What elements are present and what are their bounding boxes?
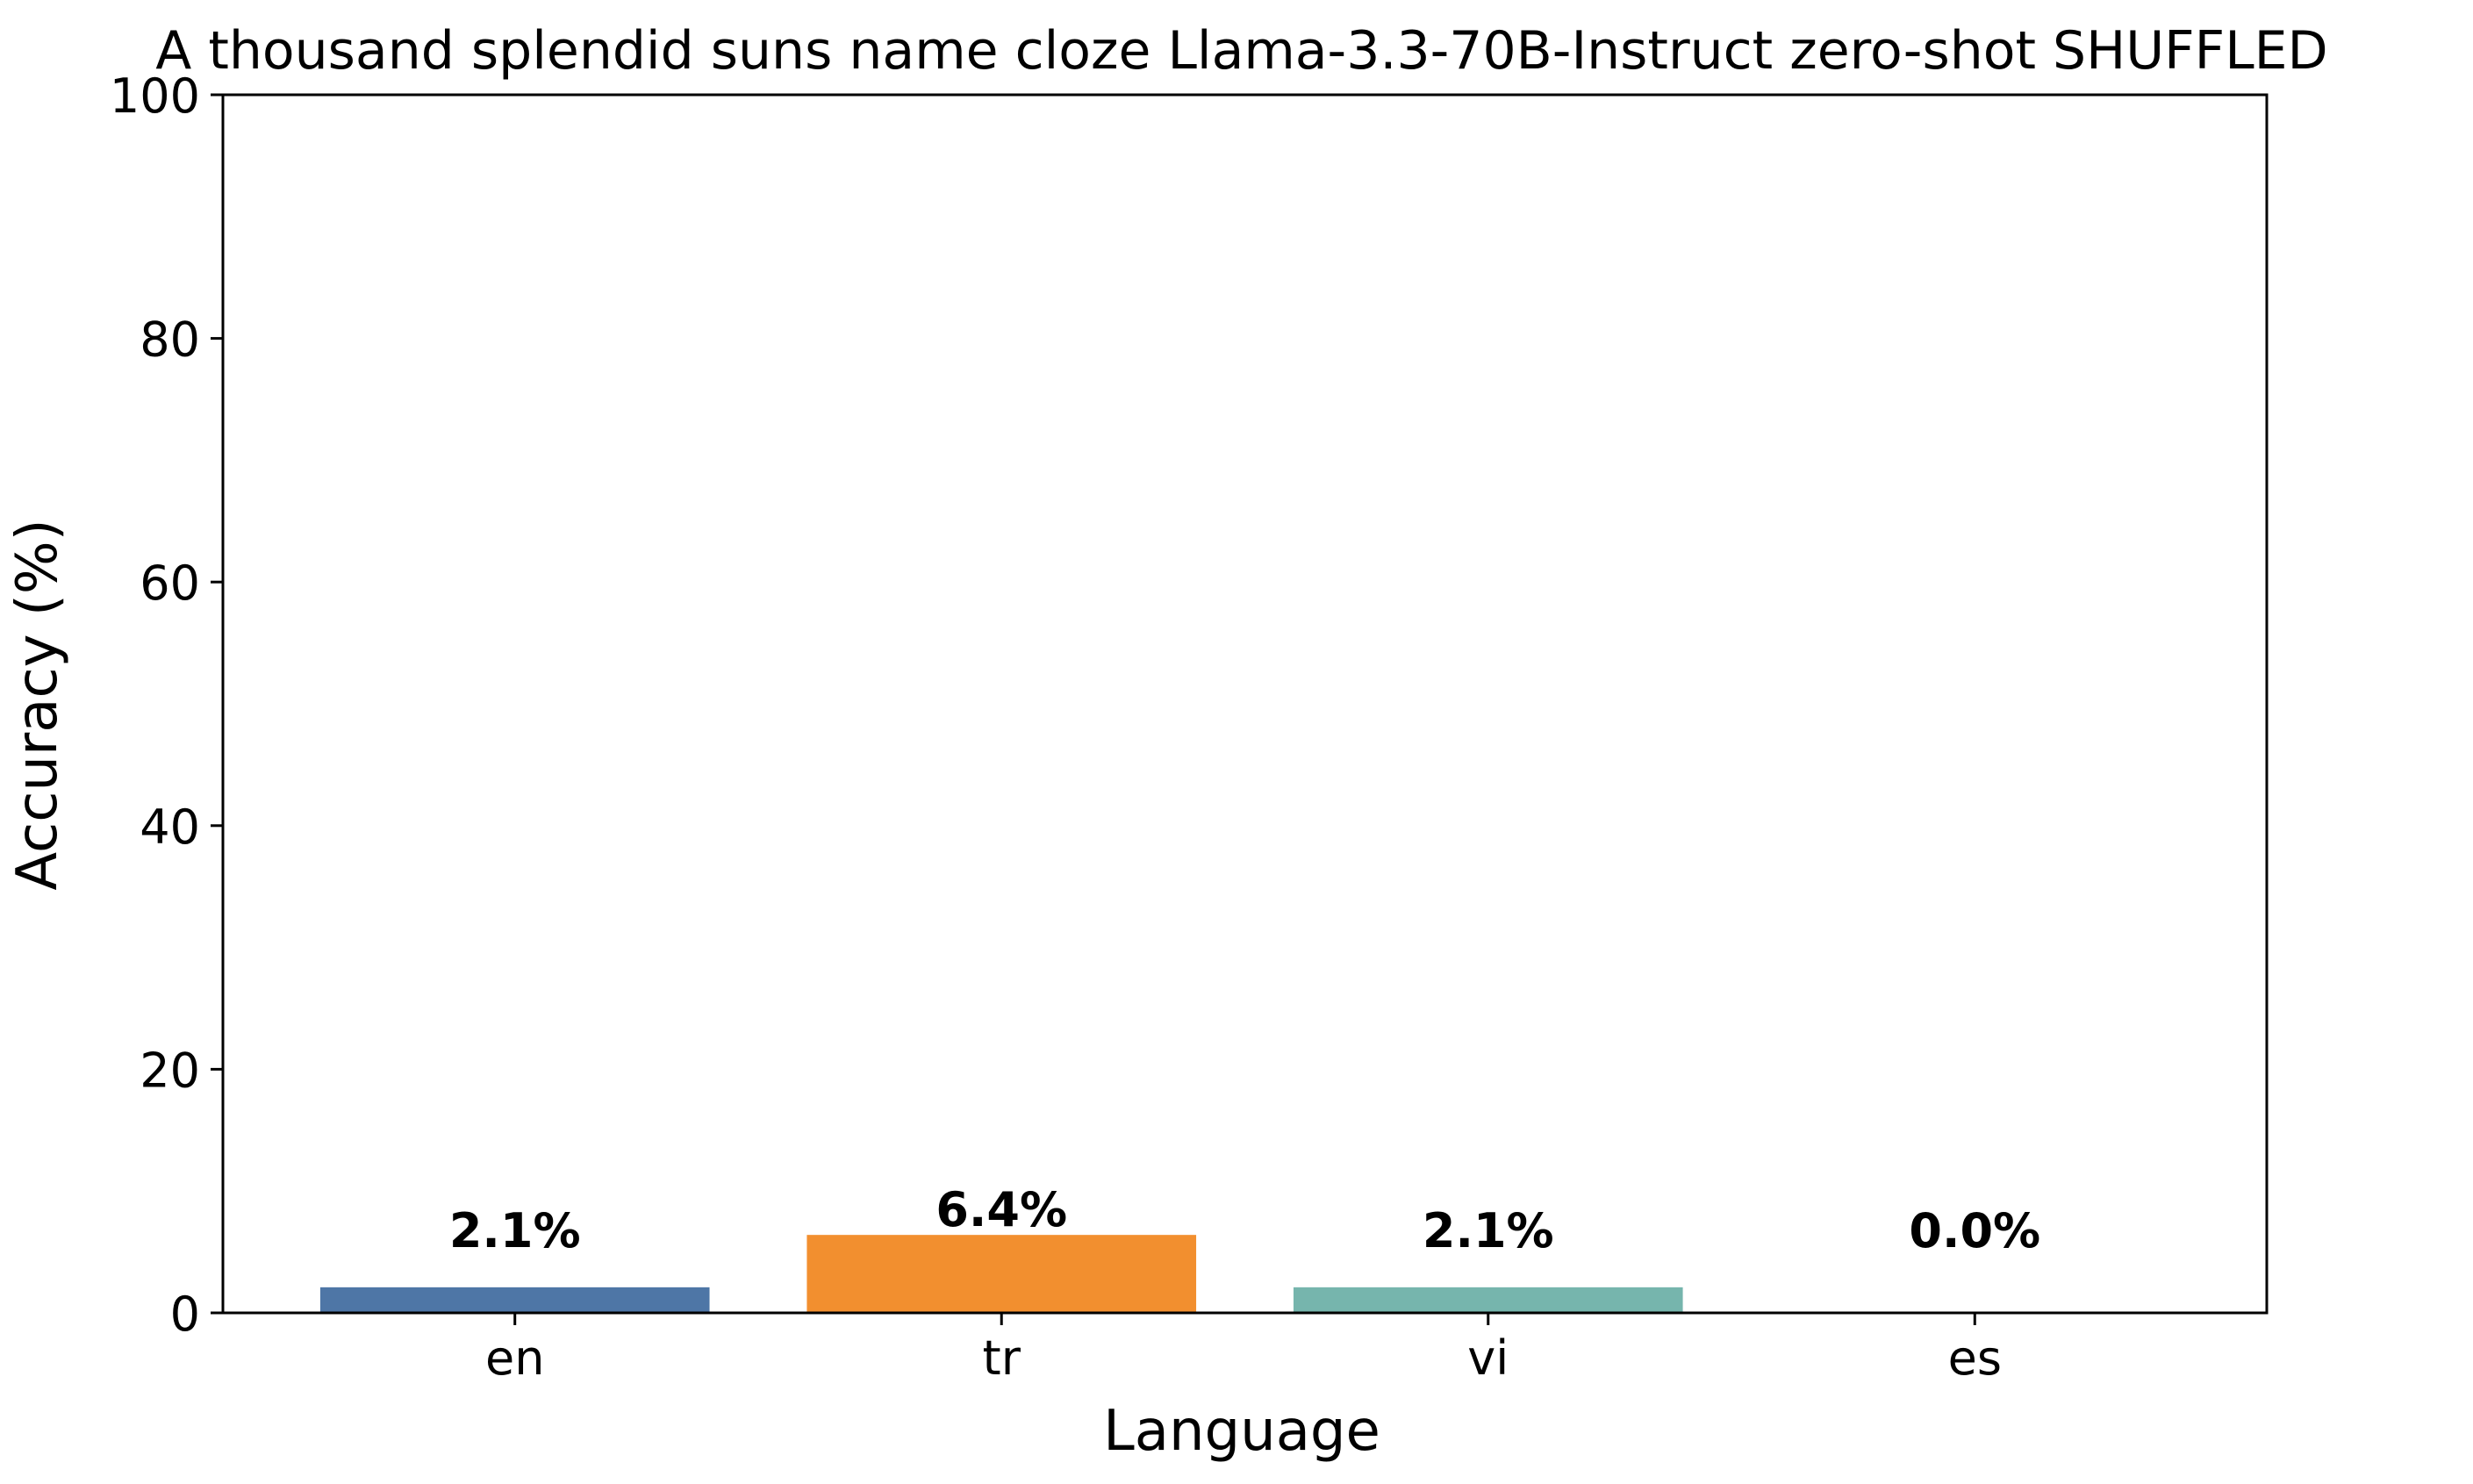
- x-tick-label: es: [1948, 1330, 2002, 1386]
- axes-frame: [221, 93, 2269, 1315]
- y-tick-label: 20: [140, 1043, 200, 1098]
- bar-value-label: 6.4%: [935, 1182, 1067, 1237]
- x-tick-label: tr: [983, 1330, 1021, 1386]
- y-tick-label: 60: [140, 556, 200, 611]
- bar-value-label: 2.1%: [1423, 1203, 1554, 1258]
- bar-value-label: 0.0%: [1909, 1203, 2040, 1258]
- x-axis-label: Language: [1103, 1399, 1380, 1464]
- x-tick-label: en: [485, 1330, 544, 1386]
- bar-value-label: 2.1%: [449, 1203, 581, 1258]
- y-tick-label: 40: [140, 799, 200, 855]
- bar-tr: [806, 1235, 1197, 1313]
- plot-area: 0 20 40 60 80 100 en 2.1% tr 6.4% vi 2.1% es 0.0%: [110, 68, 2269, 1386]
- y-tick-label: 80: [140, 312, 200, 368]
- y-axis-label: Accuracy (%): [5, 519, 70, 890]
- y-tick-label: 0: [170, 1287, 200, 1342]
- bar-en: [319, 1287, 710, 1313]
- bar-vi: [1293, 1287, 1683, 1313]
- chart-title: A thousand splendid suns name cloze Llam…: [155, 20, 2327, 82]
- x-tick-label: vi: [1467, 1330, 1509, 1386]
- y-tick-label: 100: [110, 68, 200, 124]
